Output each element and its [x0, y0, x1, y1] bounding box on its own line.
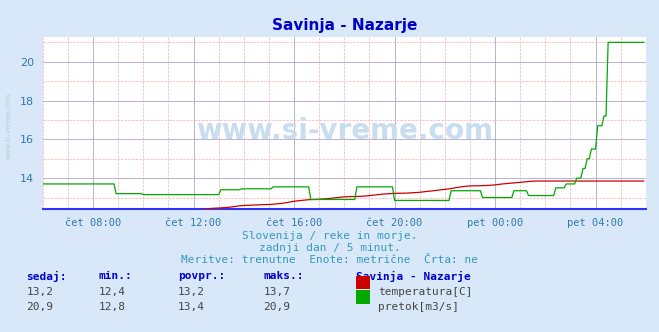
Text: zadnji dan / 5 minut.: zadnji dan / 5 minut. — [258, 243, 401, 253]
Text: min.:: min.: — [99, 271, 132, 281]
Text: www.si-vreme.com: www.si-vreme.com — [196, 118, 493, 145]
Text: sedaj:: sedaj: — [26, 271, 67, 282]
Text: Meritve: trenutne  Enote: metrične  Črta: ne: Meritve: trenutne Enote: metrične Črta: … — [181, 255, 478, 265]
Text: 12,4: 12,4 — [99, 287, 126, 297]
Title: Savinja - Nazarje: Savinja - Nazarje — [272, 18, 417, 33]
Text: pretok[m3/s]: pretok[m3/s] — [378, 302, 459, 312]
Text: maks.:: maks.: — [264, 271, 304, 281]
Text: 13,2: 13,2 — [26, 287, 53, 297]
Text: 13,7: 13,7 — [264, 287, 291, 297]
Text: Savinja - Nazarje: Savinja - Nazarje — [356, 271, 471, 282]
Text: 20,9: 20,9 — [264, 302, 291, 312]
Text: Slovenija / reke in morje.: Slovenija / reke in morje. — [242, 231, 417, 241]
Text: 12,8: 12,8 — [99, 302, 126, 312]
Text: 13,2: 13,2 — [178, 287, 205, 297]
Text: povpr.:: povpr.: — [178, 271, 225, 281]
Text: temperatura[C]: temperatura[C] — [378, 287, 473, 297]
Text: 20,9: 20,9 — [26, 302, 53, 312]
Text: www.si-vreme.com: www.si-vreme.com — [5, 93, 11, 159]
Text: 13,4: 13,4 — [178, 302, 205, 312]
